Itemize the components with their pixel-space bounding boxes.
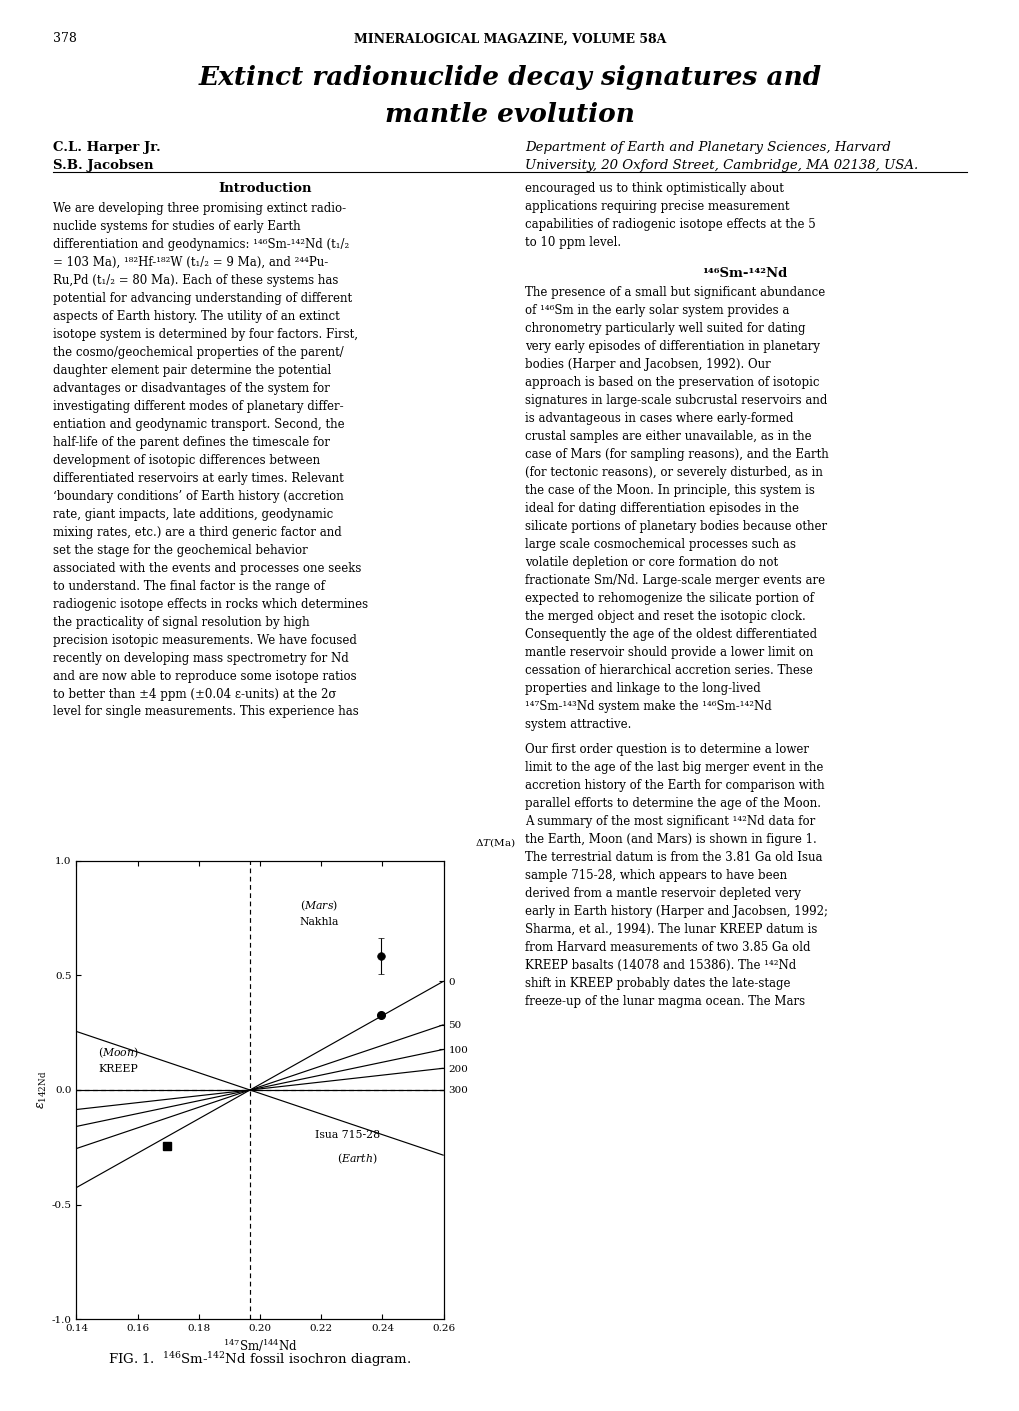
Text: to better than ±4 ppm (±0.04 ε-units) at the 2σ: to better than ±4 ppm (±0.04 ε-units) at… <box>53 687 336 700</box>
Text: Nakhla: Nakhla <box>300 917 339 927</box>
Text: silicate portions of planetary bodies because other: silicate portions of planetary bodies be… <box>525 521 826 533</box>
Text: shift in KREEP probably dates the late-stage: shift in KREEP probably dates the late-s… <box>525 976 790 991</box>
X-axis label: $^{147}$Sm/$^{144}$Nd: $^{147}$Sm/$^{144}$Nd <box>222 1338 298 1355</box>
Text: encouraged us to think optimistically about: encouraged us to think optimistically ab… <box>525 182 784 195</box>
Text: 378: 378 <box>53 32 76 45</box>
Text: applications requiring precise measurement: applications requiring precise measureme… <box>525 200 789 213</box>
Text: cessation of hierarchical accretion series. These: cessation of hierarchical accretion seri… <box>525 665 812 677</box>
Text: mixing rates, etc.) are a third generic factor and: mixing rates, etc.) are a third generic … <box>53 526 341 539</box>
Text: associated with the events and processes one seeks: associated with the events and processes… <box>53 562 361 574</box>
Text: MINERALOGICAL MAGAZINE, VOLUME 58A: MINERALOGICAL MAGAZINE, VOLUME 58A <box>354 32 665 45</box>
Text: KREEP: KREEP <box>98 1064 138 1074</box>
Text: the cosmo/geochemical properties of the parent/: the cosmo/geochemical properties of the … <box>53 346 343 358</box>
Text: the merged object and reset the isotopic clock.: the merged object and reset the isotopic… <box>525 611 805 624</box>
Text: large scale cosmochemical processes such as: large scale cosmochemical processes such… <box>525 538 796 552</box>
Text: (for tectonic reasons), or severely disturbed, as in: (for tectonic reasons), or severely dist… <box>525 466 822 480</box>
Text: precision isotopic measurements. We have focused: precision isotopic measurements. We have… <box>53 634 357 646</box>
Text: Introduction: Introduction <box>218 182 312 195</box>
Text: of ¹⁴⁶Sm in the early solar system provides a: of ¹⁴⁶Sm in the early solar system provi… <box>525 305 789 317</box>
Text: ¹⁴⁷Sm-¹⁴³Nd system make the ¹⁴⁶Sm-¹⁴²Nd: ¹⁴⁷Sm-¹⁴³Nd system make the ¹⁴⁶Sm-¹⁴²Nd <box>525 700 771 713</box>
Text: F$\mathrm{IG}$. 1.  $^{146}$Sm-$^{142}$Nd fossil isochron diagram.: F$\mathrm{IG}$. 1. $^{146}$Sm-$^{142}$Nd… <box>108 1350 412 1369</box>
Text: Our first order question is to determine a lower: Our first order question is to determine… <box>525 744 808 756</box>
Text: $(\mathit{Moon})$: $(\mathit{Moon})$ <box>98 1046 139 1060</box>
Text: limit to the age of the last big merger event in the: limit to the age of the last big merger … <box>525 762 823 775</box>
Text: differentiation and geodynamics: ¹⁴⁶Sm-¹⁴²Nd (t₁/₂: differentiation and geodynamics: ¹⁴⁶Sm-¹… <box>53 237 348 251</box>
Text: entiation and geodynamic transport. Second, the: entiation and geodynamic transport. Seco… <box>53 418 344 430</box>
Text: expected to rehomogenize the silicate portion of: expected to rehomogenize the silicate po… <box>525 593 813 605</box>
Text: is advantageous in cases where early-formed: is advantageous in cases where early-for… <box>525 412 793 425</box>
Text: and are now able to reproduce some isotope ratios: and are now able to reproduce some isoto… <box>53 669 357 683</box>
Text: volatile depletion or core formation do not: volatile depletion or core formation do … <box>525 556 777 569</box>
Text: $(\mathit{Earth})$: $(\mathit{Earth})$ <box>336 1151 377 1167</box>
Text: KREEP basalts (14078 and 15386). The ¹⁴²Nd: KREEP basalts (14078 and 15386). The ¹⁴²… <box>525 959 796 972</box>
Text: capabilities of radiogenic isotope effects at the 5: capabilities of radiogenic isotope effec… <box>525 217 815 231</box>
Text: crustal samples are either unavailable, as in the: crustal samples are either unavailable, … <box>525 430 811 443</box>
Text: Isua 715-28: Isua 715-28 <box>315 1130 380 1140</box>
Text: set the stage for the geochemical behavior: set the stage for the geochemical behavi… <box>53 543 308 556</box>
Text: accretion history of the Earth for comparison with: accretion history of the Earth for compa… <box>525 779 824 792</box>
Text: freeze-up of the lunar magma ocean. The Mars: freeze-up of the lunar magma ocean. The … <box>525 995 805 1007</box>
Text: advantages or disadvantages of the system for: advantages or disadvantages of the syste… <box>53 381 329 395</box>
Text: ideal for dating differentiation episodes in the: ideal for dating differentiation episode… <box>525 502 799 515</box>
Text: the case of the Moon. In principle, this system is: the case of the Moon. In principle, this… <box>525 484 814 497</box>
Text: Ru,Pd (t₁/₂ = 80 Ma). Each of these systems has: Ru,Pd (t₁/₂ = 80 Ma). Each of these syst… <box>53 274 338 286</box>
Text: S.B. Jacobsen: S.B. Jacobsen <box>53 159 154 172</box>
Text: isotope system is determined by four factors. First,: isotope system is determined by four fac… <box>53 327 358 340</box>
Text: early in Earth history (Harper and Jacobsen, 1992;: early in Earth history (Harper and Jacob… <box>525 906 827 919</box>
Text: aspects of Earth history. The utility of an extinct: aspects of Earth history. The utility of… <box>53 310 339 323</box>
Text: very early episodes of differentiation in planetary: very early episodes of differentiation i… <box>525 340 819 353</box>
Text: approach is based on the preservation of isotopic: approach is based on the preservation of… <box>525 377 819 389</box>
Text: derived from a mantle reservoir depleted very: derived from a mantle reservoir depleted… <box>525 888 800 900</box>
Text: $(\mathit{Mars})$: $(\mathit{Mars})$ <box>300 899 337 913</box>
Text: C.L. Harper Jr.: C.L. Harper Jr. <box>53 141 161 154</box>
Text: fractionate Sm/Nd. Large-scale merger events are: fractionate Sm/Nd. Large-scale merger ev… <box>525 574 824 587</box>
Text: development of isotopic differences between: development of isotopic differences betw… <box>53 453 320 467</box>
Text: University, 20 Oxford Street, Cambridge, MA 02138, USA.: University, 20 Oxford Street, Cambridge,… <box>525 159 918 172</box>
Text: to understand. The final factor is the range of: to understand. The final factor is the r… <box>53 580 325 593</box>
Text: differentiated reservoirs at early times. Relevant: differentiated reservoirs at early times… <box>53 471 343 484</box>
Text: half-life of the parent defines the timescale for: half-life of the parent defines the time… <box>53 436 330 449</box>
Text: sample 715-28, which appears to have been: sample 715-28, which appears to have bee… <box>525 869 787 882</box>
Text: Consequently the age of the oldest differentiated: Consequently the age of the oldest diffe… <box>525 628 816 641</box>
Text: nuclide systems for studies of early Earth: nuclide systems for studies of early Ear… <box>53 220 301 233</box>
Text: mantle reservoir should provide a lower limit on: mantle reservoir should provide a lower … <box>525 646 813 659</box>
Text: = 103 Ma), ¹⁸²Hf-¹⁸²W (t₁/₂ = 9 Ma), and ²⁴⁴Pu-: = 103 Ma), ¹⁸²Hf-¹⁸²W (t₁/₂ = 9 Ma), and… <box>53 255 328 268</box>
Text: from Harvard measurements of two 3.85 Ga old: from Harvard measurements of two 3.85 Ga… <box>525 941 810 954</box>
Text: radiogenic isotope effects in rocks which determines: radiogenic isotope effects in rocks whic… <box>53 598 368 611</box>
Text: ¹⁴⁶Sm-¹⁴²Nd: ¹⁴⁶Sm-¹⁴²Nd <box>701 267 787 279</box>
Text: the Earth, Moon (and Mars) is shown in figure 1.: the Earth, Moon (and Mars) is shown in f… <box>525 832 816 847</box>
Text: mantle evolution: mantle evolution <box>385 102 634 127</box>
Text: rate, giant impacts, late additions, geodynamic: rate, giant impacts, late additions, geo… <box>53 508 333 521</box>
Text: case of Mars (for sampling reasons), and the Earth: case of Mars (for sampling reasons), and… <box>525 449 828 461</box>
Text: A summary of the most significant ¹⁴²Nd data for: A summary of the most significant ¹⁴²Nd … <box>525 816 815 828</box>
Text: The terrestrial datum is from the 3.81 Ga old Isua: The terrestrial datum is from the 3.81 G… <box>525 851 822 864</box>
Text: ‘boundary conditions’ of Earth history (accretion: ‘boundary conditions’ of Earth history (… <box>53 490 343 502</box>
Text: investigating different modes of planetary differ-: investigating different modes of planeta… <box>53 399 343 412</box>
Text: We are developing three promising extinct radio-: We are developing three promising extinc… <box>53 202 345 214</box>
Text: Sharma, et al., 1994). The lunar KREEP datum is: Sharma, et al., 1994). The lunar KREEP d… <box>525 923 817 935</box>
Text: signatures in large-scale subcrustal reservoirs and: signatures in large-scale subcrustal res… <box>525 395 826 408</box>
Text: properties and linkage to the long-lived: properties and linkage to the long-lived <box>525 683 760 696</box>
Text: The presence of a small but significant abundance: The presence of a small but significant … <box>525 286 824 299</box>
Text: system attractive.: system attractive. <box>525 718 631 731</box>
Text: parallel efforts to determine the age of the Moon.: parallel efforts to determine the age of… <box>525 797 820 810</box>
Text: Extinct radionuclide decay signatures and: Extinct radionuclide decay signatures an… <box>198 65 821 90</box>
Text: Department of Earth and Planetary Sciences, Harvard: Department of Earth and Planetary Scienc… <box>525 141 891 154</box>
Text: chronometry particularly well suited for dating: chronometry particularly well suited for… <box>525 323 805 336</box>
Text: potential for advancing understanding of different: potential for advancing understanding of… <box>53 292 352 305</box>
Text: the practicality of signal resolution by high: the practicality of signal resolution by… <box>53 615 310 628</box>
Text: recently on developing mass spectrometry for Nd: recently on developing mass spectrometry… <box>53 652 348 665</box>
Text: $\Delta T$(Ma): $\Delta T$(Ma) <box>475 837 515 849</box>
Y-axis label: $\varepsilon_{142{\rm Nd}}$: $\varepsilon_{142{\rm Nd}}$ <box>36 1071 49 1109</box>
Text: bodies (Harper and Jacobsen, 1992). Our: bodies (Harper and Jacobsen, 1992). Our <box>525 358 770 371</box>
Text: level for single measurements. This experience has: level for single measurements. This expe… <box>53 706 359 718</box>
Text: to 10 ppm level.: to 10 ppm level. <box>525 236 621 248</box>
Text: daughter element pair determine the potential: daughter element pair determine the pote… <box>53 364 331 377</box>
